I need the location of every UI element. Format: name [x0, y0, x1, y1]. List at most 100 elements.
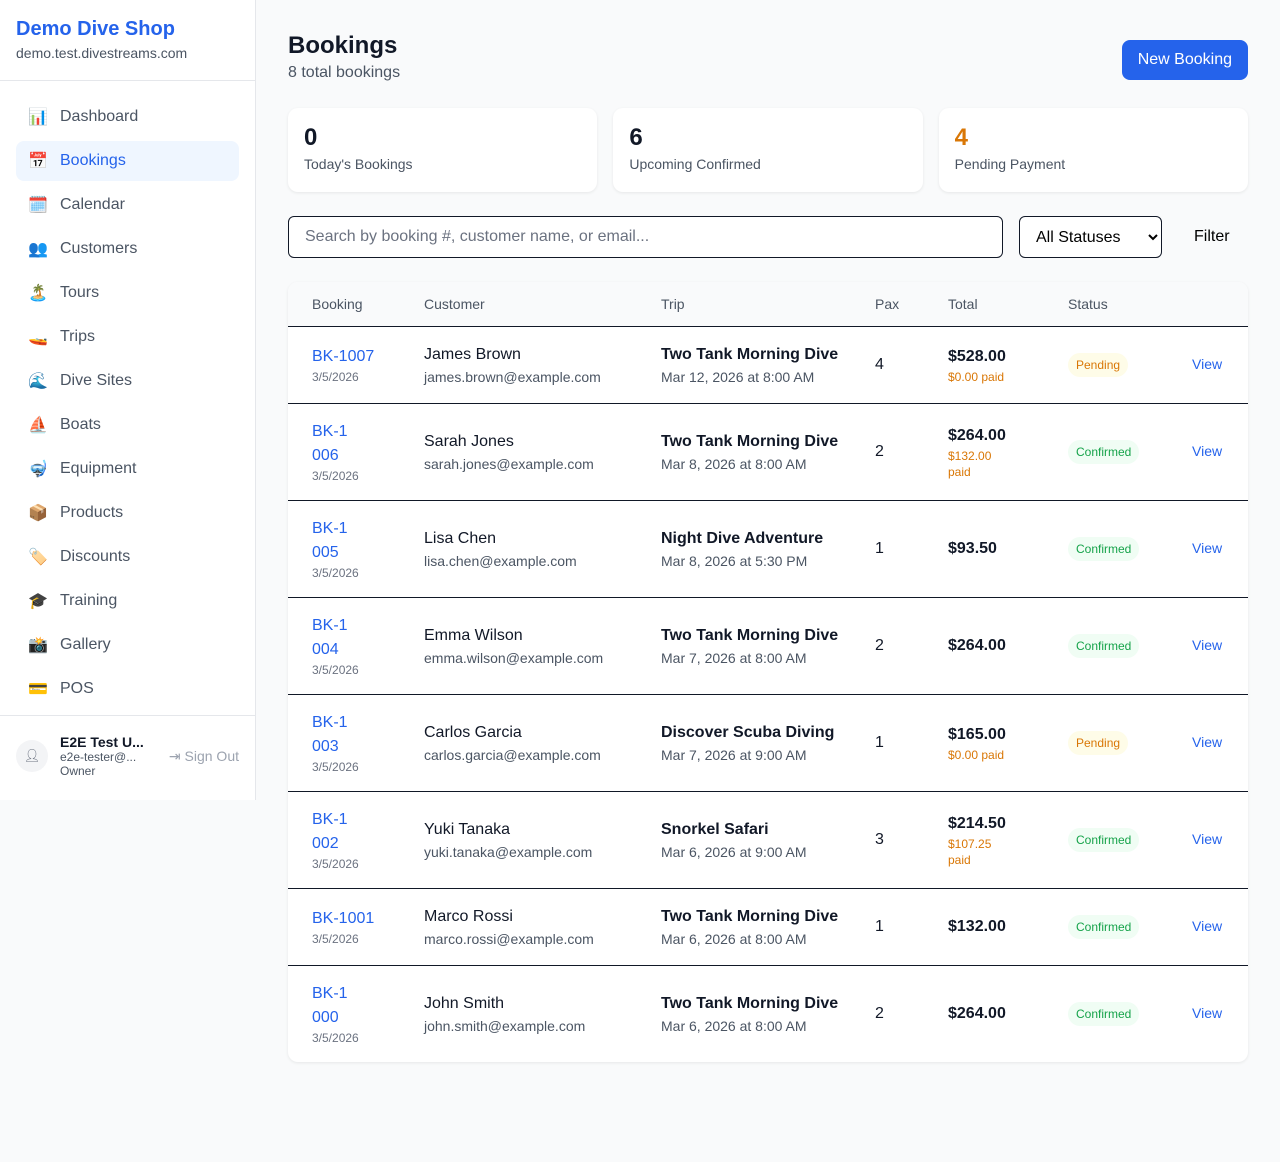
sidebar-item-customers[interactable]: 👥 Customers	[16, 229, 239, 269]
stat-card: 6 Upcoming Confirmed	[613, 108, 923, 192]
customer-name: John Smith	[424, 994, 505, 1012]
boats-icon: ⛵	[28, 417, 48, 434]
page-subtitle: 8 total bookings	[288, 64, 401, 81]
sidebar-item-dive-sites[interactable]: 🌊 Dive Sites	[16, 361, 239, 401]
user-avatar-icon: 👤︎	[16, 740, 48, 772]
view-link[interactable]: View	[1192, 443, 1223, 459]
sidebar-nav: 📊 Dashboard 📅 Bookings 🗓️ Calendar 👥 Customers 🏝…	[0, 81, 255, 709]
stats-cards: 0 Today's Bookings 6 Upcoming Confirmed 4 Pen…	[288, 108, 1248, 192]
booking-id-link[interactable]: BK-1000	[312, 984, 348, 1026]
customer-name: Carlos Garcia	[424, 723, 522, 741]
sidebar-item-dashboard[interactable]: 📊 Dashboard	[16, 97, 239, 137]
status-badge: Pending	[1068, 352, 1129, 377]
user-name: E2E Test U...	[60, 734, 144, 750]
sidebar-item-pos[interactable]: 💳 POS	[16, 669, 239, 709]
new-booking-button[interactable]: New Booking	[1121, 40, 1248, 80]
bookings-icon: 📅	[28, 153, 48, 170]
booking-id-link[interactable]: BK-1003	[312, 713, 348, 755]
booking-id-link[interactable]: BK-1001	[312, 909, 375, 927]
sidebar-item-tours[interactable]: 🏝️ Tours	[16, 273, 239, 313]
sidebar-item-discounts[interactable]: 🏷️ Discounts	[16, 537, 239, 577]
status-badge: Pending	[1068, 730, 1129, 755]
customer-email: lisa.chen@example.com	[424, 552, 577, 569]
view-link[interactable]: View	[1192, 734, 1223, 750]
total: $93.50	[948, 539, 997, 557]
booking-id-link[interactable]: BK-1004	[312, 616, 348, 658]
booking-id-link[interactable]: BK-1006	[312, 422, 348, 464]
pax: 1	[851, 888, 924, 966]
booking-date: 3/5/2026	[312, 468, 359, 483]
sidebar-item-label: Trips	[60, 328, 95, 345]
customer-name: Marco Rossi	[424, 907, 513, 925]
customer-email: marco.rossi@example.com	[424, 930, 594, 947]
pax: 2	[851, 403, 924, 501]
column-header	[1168, 282, 1248, 327]
trip-date: Mar 6, 2026 at 9:00 AM	[661, 843, 807, 860]
sidebar: Demo Dive Shop demo.test.divestreams.com…	[0, 0, 256, 800]
sidebar-item-trips[interactable]: 🚤 Trips	[16, 317, 239, 357]
search-input[interactable]	[288, 216, 1003, 258]
customer-name: James Brown	[424, 345, 521, 363]
view-link[interactable]: View	[1192, 918, 1223, 934]
trip-date: Mar 8, 2026 at 8:00 AM	[661, 455, 807, 472]
stat-label: Today's Bookings	[304, 156, 413, 172]
filter-button[interactable]: Filter	[1178, 228, 1246, 246]
column-header: Pax	[851, 282, 924, 327]
booking-id-link[interactable]: BK-1007	[312, 347, 375, 365]
column-header: Status	[1044, 282, 1168, 327]
pax: 3	[851, 791, 924, 889]
stat-label: Upcoming Confirmed	[629, 156, 761, 172]
customer-name: Sarah Jones	[424, 432, 514, 450]
view-link[interactable]: View	[1192, 356, 1223, 372]
shop-name[interactable]: Demo Dive Shop	[16, 18, 175, 40]
booking-id-link[interactable]: BK-1002	[312, 810, 348, 852]
customer-email: carlos.garcia@example.com	[424, 746, 601, 763]
customer-name: Lisa Chen	[424, 529, 497, 547]
sidebar-item-label: POS	[60, 680, 94, 697]
booking-date: 3/5/2026	[312, 662, 359, 677]
table-row: BK-1007 3/5/2026 James Brown james.brown@e…	[288, 326, 1248, 404]
trip-date: Mar 8, 2026 at 5:30 PM	[661, 552, 808, 569]
sidebar-item-label: Dive Sites	[60, 372, 133, 389]
discounts-icon: 🏷️	[28, 549, 48, 566]
customers-icon: 👥	[28, 241, 48, 258]
stat-label: Pending Payment	[954, 156, 1066, 172]
table-row: BK-1005 3/5/2026 Lisa Chen lisa.chen@examp…	[288, 500, 1248, 598]
brand: Demo Dive Shop demo.test.divestreams.com	[0, 0, 255, 81]
table-header: Booking Customer Trip Pax Total Status	[288, 282, 1248, 327]
trip-name: Two Tank Morning Dive	[661, 345, 839, 363]
sidebar-item-boats[interactable]: ⛵ Boats	[16, 405, 239, 445]
sidebar-item-bookings[interactable]: 📅 Bookings	[16, 141, 239, 181]
sidebar-item-label: Training	[60, 592, 118, 609]
page-title: Bookings	[288, 32, 398, 59]
table-row: BK-1006 3/5/2026 Sarah Jones sarah.jones@e…	[288, 403, 1248, 501]
sidebar-item-label: Calendar	[60, 196, 125, 213]
status-badge: Confirmed	[1068, 914, 1140, 939]
sign-out-button[interactable]: ⇥ Sign Out	[169, 748, 239, 765]
booking-id-link[interactable]: BK-1005	[312, 519, 348, 561]
filters: All Statuses Filter	[288, 216, 1248, 258]
sidebar-item-products[interactable]: 📦 Products	[16, 493, 239, 533]
sidebar-item-calendar[interactable]: 🗓️ Calendar	[16, 185, 239, 225]
main-content: Bookings 8 total bookings New Booking 0 T…	[288, 32, 1248, 1062]
bookings-table: Booking Customer Trip Pax Total Status BK-100…	[288, 282, 1248, 1062]
column-header: Booking	[288, 282, 400, 327]
total: $214.50	[948, 814, 1006, 832]
customer-name: Yuki Tanaka	[424, 820, 510, 838]
trip-name: Two Tank Morning Dive	[661, 907, 839, 925]
trip-name: Discover Scuba Diving	[661, 723, 835, 741]
sidebar-item-gallery[interactable]: 📸 Gallery	[16, 625, 239, 665]
user-panel: 👤︎ E2E Test U... e2e-tester@... Owner ⇥ …	[0, 715, 255, 796]
customer-email: john.smith@example.com	[424, 1017, 586, 1034]
equipment-icon: 🤿	[28, 461, 48, 478]
view-link[interactable]: View	[1192, 637, 1223, 653]
trip-name: Night Dive Adventure	[661, 529, 824, 547]
total: $165.00	[948, 725, 1006, 743]
view-link[interactable]: View	[1192, 831, 1223, 847]
status-select[interactable]: All Statuses	[1019, 216, 1162, 258]
stat-value: 4	[954, 124, 969, 151]
sidebar-item-training[interactable]: 🎓 Training	[16, 581, 239, 621]
view-link[interactable]: View	[1192, 540, 1223, 556]
sidebar-item-equipment[interactable]: 🤿 Equipment	[16, 449, 239, 489]
view-link[interactable]: View	[1192, 1005, 1223, 1021]
